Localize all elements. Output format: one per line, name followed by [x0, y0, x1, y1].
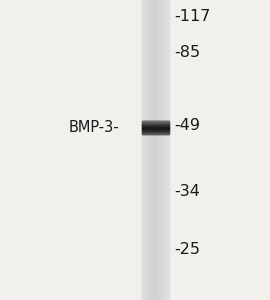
Text: -49: -49	[174, 118, 200, 134]
Text: -34: -34	[174, 184, 200, 200]
Text: -117: -117	[174, 9, 211, 24]
Text: -85: -85	[174, 45, 200, 60]
Text: BMP-3-: BMP-3-	[68, 120, 119, 135]
Text: -25: -25	[174, 242, 200, 256]
